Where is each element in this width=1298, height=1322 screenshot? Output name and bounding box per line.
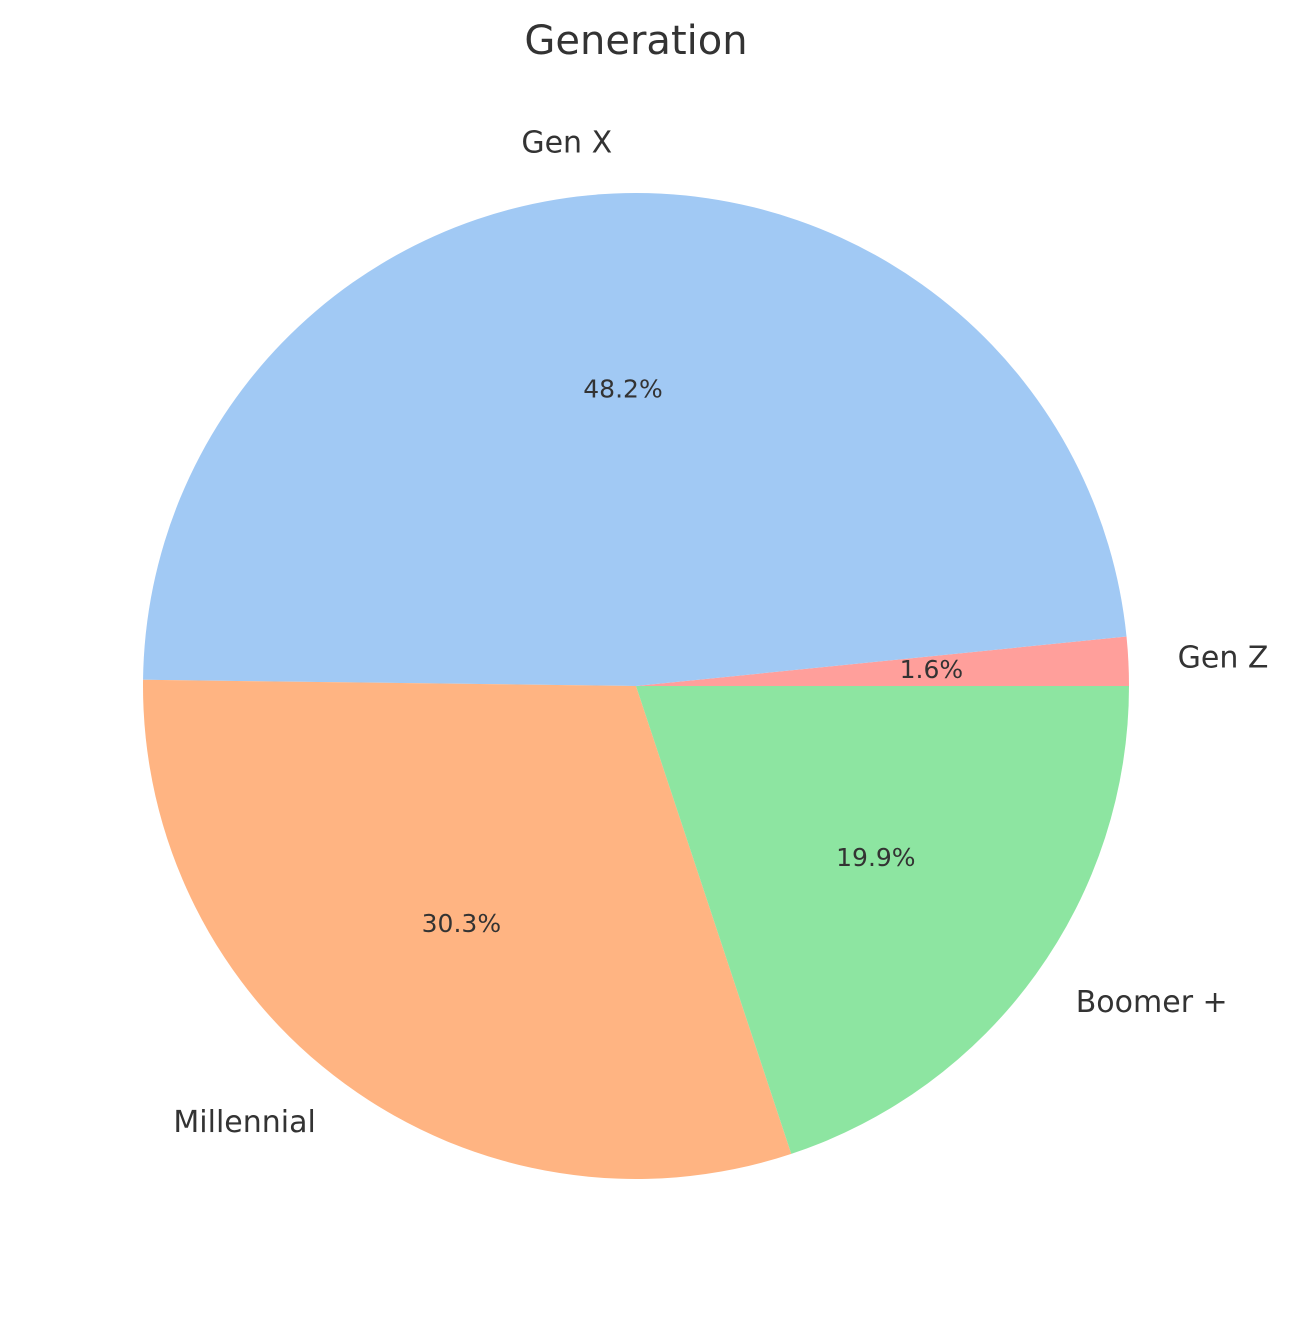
- slice-label-gen-z: Gen Z: [1178, 640, 1269, 675]
- pie-labels: Gen Z 1.6% Gen X 48.2% Millennial 30.3% Boomer…: [173, 126, 1268, 1141]
- slice-percent-gen-z: 1.6%: [900, 655, 964, 684]
- slice-percent-millennial: 30.3%: [422, 909, 501, 938]
- slice-label-millennial: Millennial: [173, 1105, 315, 1140]
- slice-label-gen-x: Gen X: [521, 126, 612, 161]
- pie-slice-boomer: [636, 686, 1129, 1154]
- chart-title: Generation: [524, 18, 747, 64]
- slice-percent-gen-x: 48.2%: [583, 374, 662, 403]
- pie-slice-millennial: [143, 679, 792, 1179]
- slice-percent-boomer: 19.9%: [836, 843, 915, 872]
- pie-slices: [143, 193, 1129, 1179]
- pie-slice-gen-x: [143, 193, 1127, 686]
- slice-label-boomer: Boomer +: [1076, 985, 1228, 1020]
- pie-slice-gen-z: [636, 636, 1129, 686]
